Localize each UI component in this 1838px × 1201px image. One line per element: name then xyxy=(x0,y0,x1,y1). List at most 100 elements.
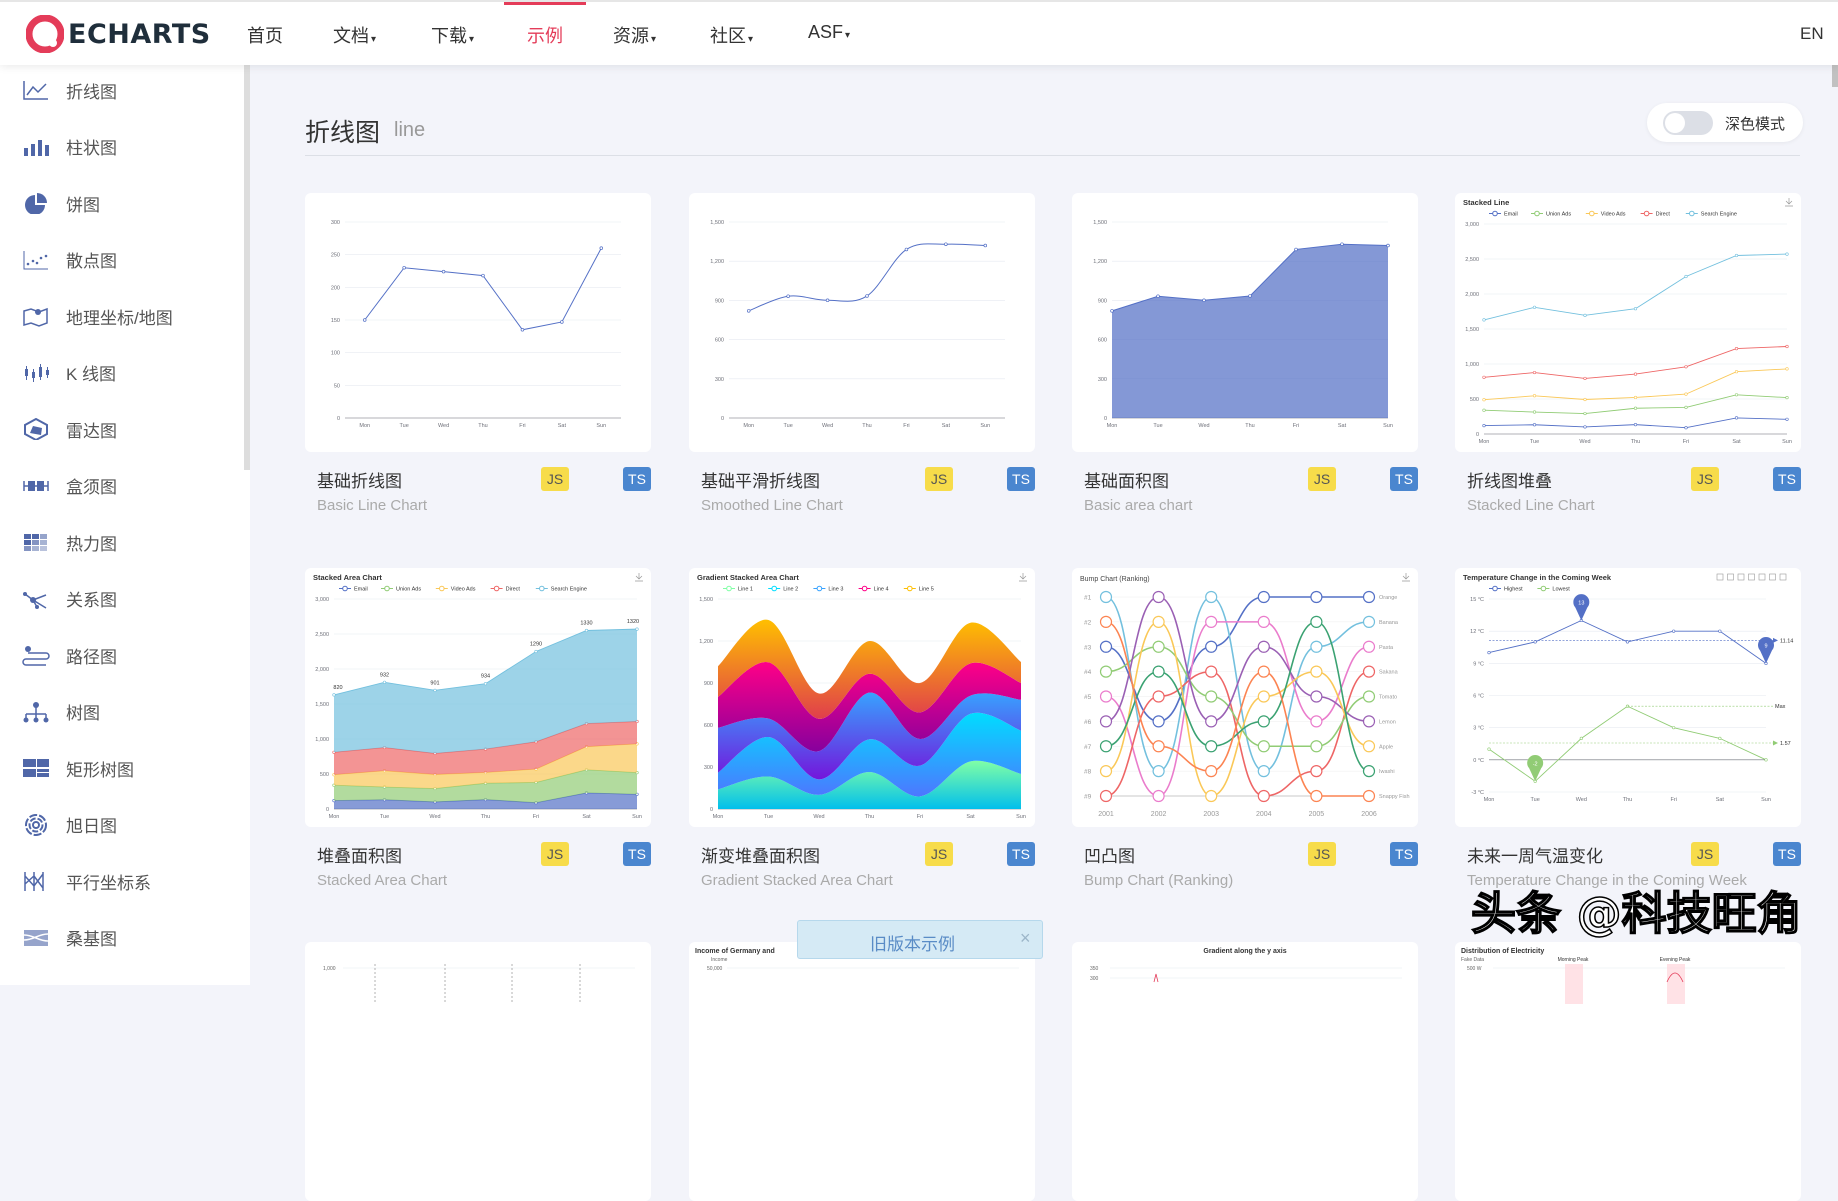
ts-code-button[interactable]: TS xyxy=(1390,842,1418,866)
nav-2[interactable]: 下载 ▾ xyxy=(431,22,474,48)
chart-thumbnail[interactable]: Gradient along the y axis 350 300 xyxy=(1072,942,1418,1201)
x-tick-label: Fri xyxy=(917,814,923,820)
rank-marker xyxy=(1152,690,1165,703)
sidebar-item-13[interactable]: 旭日图 xyxy=(0,805,240,845)
sidebar-item-3[interactable]: 散点图 xyxy=(0,240,240,280)
sidebar-item-1[interactable]: 柱状图 xyxy=(0,127,240,167)
sidebar-item-label: 散点图 xyxy=(66,252,117,271)
js-code-button[interactable]: JS xyxy=(1308,467,1336,491)
ts-code-button[interactable]: TS xyxy=(1773,467,1801,491)
x-tick-label: Wed xyxy=(1576,797,1587,803)
sidebar-item-label: 平行坐标系 xyxy=(66,873,151,893)
chart-thumbnail[interactable]: Distribution of Electricity Fake Data 500 … xyxy=(1455,942,1801,1201)
y-tick-label: 1,500 xyxy=(1465,327,1479,333)
ts-code-button[interactable]: TS xyxy=(623,467,651,491)
sidebar-item-12[interactable]: 矩形树图 xyxy=(0,748,240,788)
example-title[interactable]: 未来一周气温变化 xyxy=(1467,847,1603,866)
old-version-banner[interactable]: 旧版本示例 × xyxy=(797,920,1043,959)
nav-label: 下载 xyxy=(431,26,467,46)
x-tick-label: Tue xyxy=(380,814,389,820)
toggle-switch[interactable] xyxy=(1663,111,1713,135)
sidebar-item-0[interactable]: 折线图 xyxy=(0,70,240,110)
echarts-logo[interactable]: ECHARTS xyxy=(26,14,211,54)
js-code-button[interactable]: JS xyxy=(1691,842,1719,866)
sidebar-item-5[interactable]: K 线图 xyxy=(0,353,240,393)
js-code-button[interactable]: JS xyxy=(925,467,953,491)
example-title[interactable]: 渐变堆叠面积图 xyxy=(701,847,820,866)
rank-marker xyxy=(1362,615,1376,628)
nav-4[interactable]: 资源 ▾ xyxy=(613,22,656,48)
chart-thumbnail[interactable]: 1,000 xyxy=(305,942,651,1201)
language-switch[interactable]: EN xyxy=(1800,24,1824,43)
sidebar-item-11[interactable]: 树图 xyxy=(0,692,240,732)
js-code-button[interactable]: JS xyxy=(541,467,569,491)
rank-marker xyxy=(1257,740,1270,753)
legend-marker xyxy=(1492,210,1498,217)
y-tick-label: 500 W xyxy=(1467,966,1482,972)
chart-thumbnail[interactable]: Income of Germany and Income 50,000 xyxy=(689,942,1035,1201)
x-tick-label: Sun xyxy=(1761,797,1771,803)
chart-thumbnail[interactable]: 0 300 600 900 1,200 1,500 Mon Tue Wed Thu Fri Sat Su… xyxy=(689,193,1035,452)
rank-marker xyxy=(1152,590,1165,604)
data-point xyxy=(1110,309,1114,313)
sidebar-item-14[interactable]: 平行坐标系 xyxy=(0,861,240,901)
nav-1[interactable]: 文档 ▾ xyxy=(333,22,376,48)
js-code-button[interactable]: JS xyxy=(1308,842,1336,866)
ts-code-button[interactable]: TS xyxy=(623,842,651,866)
chart-thumbnail[interactable]: Stacked Line Email Union Ads Video Ads Direc… xyxy=(1455,193,1801,452)
rank-marker xyxy=(1099,665,1113,678)
dark-mode-toggle[interactable]: 深色模式 xyxy=(1647,103,1803,142)
axis-name: Fake Data xyxy=(1461,957,1484,963)
ts-code-button[interactable]: TS xyxy=(1007,842,1035,866)
example-title[interactable]: 基础面积图 xyxy=(1084,472,1169,491)
x-tick-label: Sun xyxy=(1383,423,1393,429)
banner-label[interactable]: 旧版本示例 xyxy=(870,935,955,954)
chart-thumbnail[interactable]: 0 50 100 150 200 250 300 Mon Tue Wed Thu Fri Sat Sun xyxy=(305,193,651,452)
sidebar-item-15[interactable]: 桑基图 xyxy=(0,918,240,958)
sidebar-item-7[interactable]: 盒须图 xyxy=(0,466,240,506)
y-tick-label: 1,500 xyxy=(699,597,713,603)
data-point xyxy=(1202,298,1206,303)
chart-svg: Stacked Line Email Union Ads Video Ads Direc… xyxy=(1463,198,1793,445)
nav-0[interactable]: 首页 xyxy=(247,22,283,48)
js-code-button[interactable]: JS xyxy=(925,842,953,866)
y-tick-label: 0 xyxy=(1104,416,1107,422)
example-title[interactable]: 基础平滑折线图 xyxy=(701,472,820,491)
nav-6[interactable]: ASF ▾ xyxy=(808,22,850,43)
data-point xyxy=(402,265,406,270)
chart-thumbnail[interactable]: Bump Chart (Ranking) #1 #2 #3 #4 #5 #6 #7 #8 #9 20… xyxy=(1072,568,1418,827)
ts-code-button[interactable]: TS xyxy=(1007,467,1035,491)
x-tick-label: Wed xyxy=(429,814,440,820)
rank-marker xyxy=(1152,665,1165,678)
ts-code-button[interactable]: TS xyxy=(1390,467,1418,491)
x-tick-label: 2002 xyxy=(1151,811,1167,818)
sidebar-scrollbar[interactable] xyxy=(244,65,250,470)
example-title[interactable]: 凹凸图 xyxy=(1084,847,1135,866)
js-code-button[interactable]: JS xyxy=(541,842,569,866)
rank-marker xyxy=(1205,740,1218,753)
sidebar-item-8[interactable]: 热力图 xyxy=(0,522,240,562)
banner-close-button[interactable]: × xyxy=(1020,928,1031,948)
legend-item: Direct xyxy=(490,585,520,593)
sidebar-item-6[interactable]: 雷达图 xyxy=(0,409,240,449)
example-title[interactable]: 基础折线图 xyxy=(317,472,402,491)
chart-thumbnail[interactable]: Gradient Stacked Area Chart Line 1 Line 2 L… xyxy=(689,568,1035,827)
js-code-button[interactable]: JS xyxy=(1691,467,1719,491)
data-point xyxy=(1482,408,1486,412)
chart-thumbnail[interactable]: Temperature Change in the Coming Week Hig… xyxy=(1455,568,1801,827)
page-scrollbar[interactable] xyxy=(1832,65,1838,87)
sidebar-item-9[interactable]: 关系图 xyxy=(0,579,240,619)
nav-3[interactable]: 示例 xyxy=(527,22,563,48)
sidebar-item-10[interactable]: 路径图 xyxy=(0,635,240,675)
nav-5[interactable]: 社区 ▾ xyxy=(710,22,753,48)
ts-code-button[interactable]: TS xyxy=(1773,842,1801,866)
sidebar-item-2[interactable]: 饼图 xyxy=(0,183,240,223)
chart-thumbnail[interactable]: 0 300 600 900 1,200 1,500 Mon Tue Wed Thu Fri Sat Su… xyxy=(1072,193,1418,452)
x-tick-label: Mon xyxy=(1484,797,1495,803)
chart-thumbnail[interactable]: Stacked Area Chart Email Union Ads Video Ad… xyxy=(305,568,651,827)
example-title[interactable]: 折线图堆叠 xyxy=(1467,472,1552,491)
example-title[interactable]: 堆叠面积图 xyxy=(317,847,402,866)
sidebar-item-4[interactable]: 地理坐标/地图 xyxy=(0,296,240,336)
x-tick-label: Sat xyxy=(1338,423,1347,429)
legend-marker xyxy=(771,585,777,592)
